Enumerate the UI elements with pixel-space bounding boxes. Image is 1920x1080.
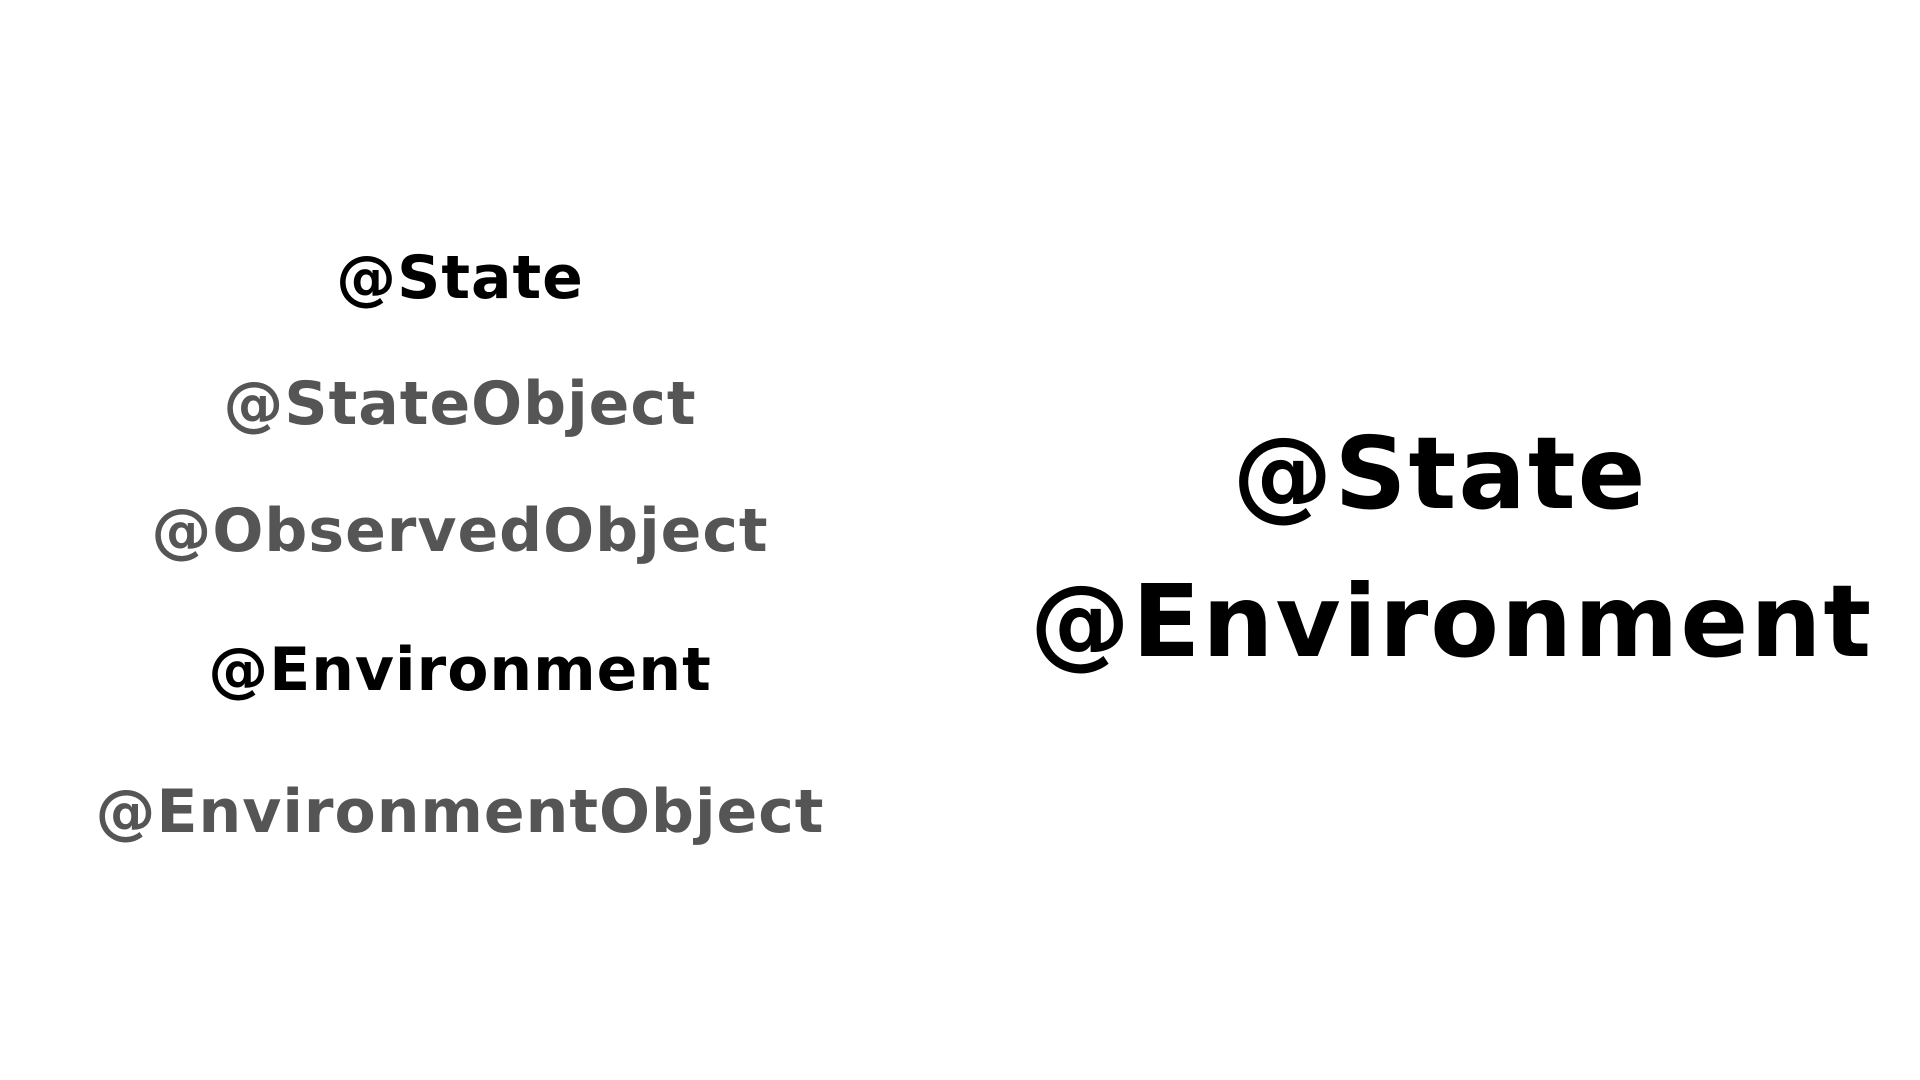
highlight-panel: @State @Environment bbox=[1030, 400, 1874, 696]
list-item-observedobject: @ObservedObject bbox=[151, 496, 769, 566]
property-wrapper-list: @State @StateObject @ObservedObject @Env… bbox=[0, 0, 920, 1080]
highlight-line-environment: @Environment bbox=[1030, 563, 1874, 680]
list-item-environment: @Environment bbox=[208, 635, 712, 705]
highlight-line-state: @State bbox=[1232, 415, 1648, 532]
list-item-state: @State bbox=[336, 243, 584, 313]
list-item-environmentobject: @EnvironmentObject bbox=[95, 777, 825, 847]
list-item-stateobject: @StateObject bbox=[223, 369, 697, 439]
